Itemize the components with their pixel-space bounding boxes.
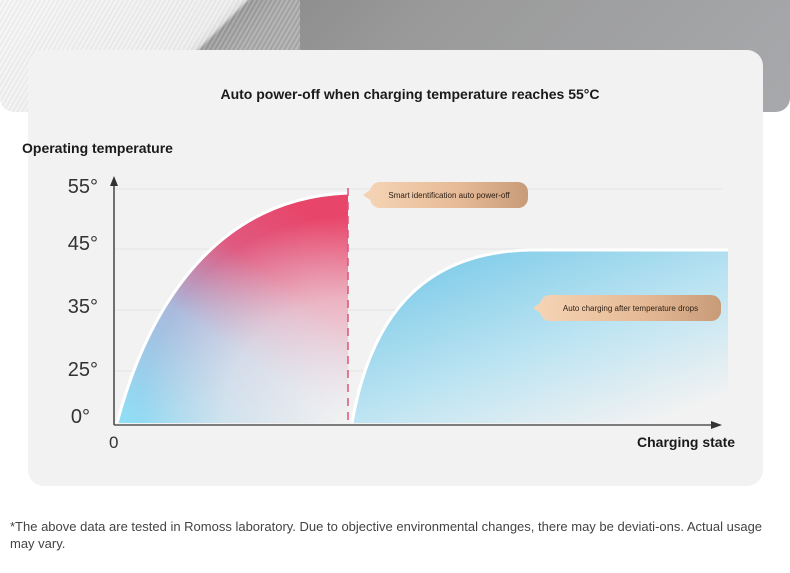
callout-poweroff: Smart identification auto power-off <box>363 182 528 208</box>
chart-title: Auto power-off when charging temperature… <box>220 86 600 102</box>
y-axis-label: Operating temperature <box>22 140 173 156</box>
x-axis-arrow-icon <box>711 421 722 429</box>
y-tick-35: 35° <box>67 296 98 318</box>
y-tick-55: 55° <box>67 176 98 198</box>
y-axis-arrow-icon <box>110 176 118 186</box>
phase2-area <box>352 250 728 423</box>
x-tick-0: 0 <box>109 433 119 452</box>
y-tick-0: 0° <box>70 406 90 428</box>
callout-recharge: Auto charging after temperature drops <box>533 295 721 321</box>
y-tick-25: 25° <box>67 359 98 381</box>
x-axis-label: Charging state <box>637 434 736 450</box>
y-tick-45: 45° <box>67 233 98 255</box>
footnote: *The above data are tested in Romoss lab… <box>10 519 763 551</box>
